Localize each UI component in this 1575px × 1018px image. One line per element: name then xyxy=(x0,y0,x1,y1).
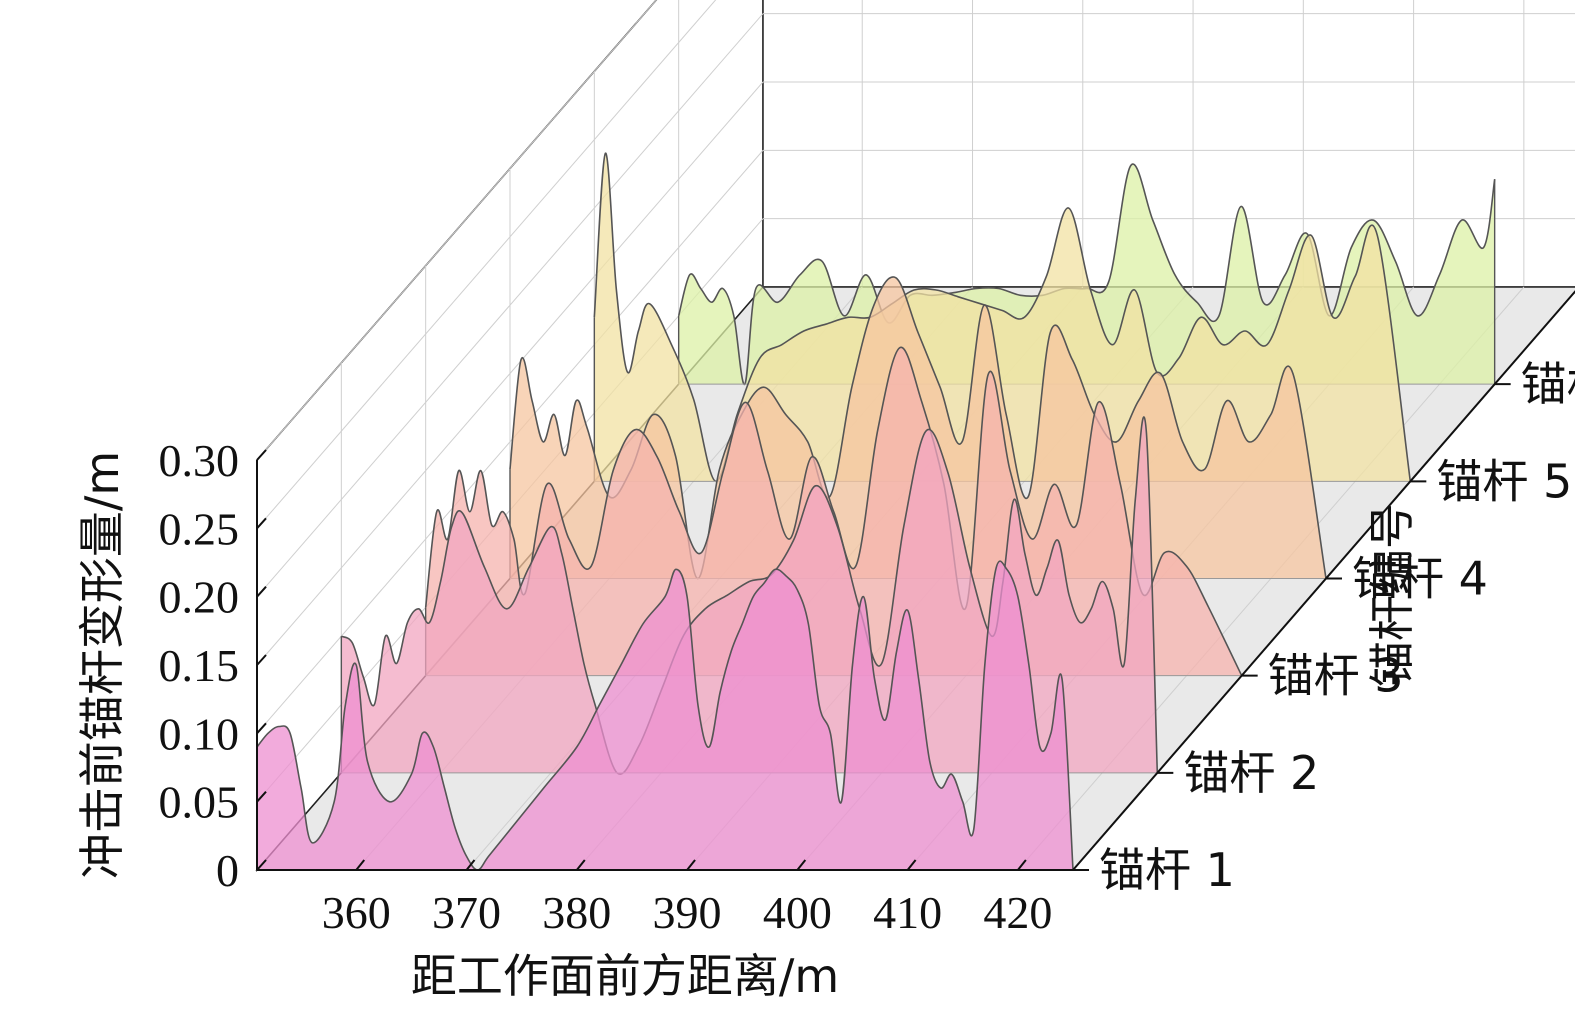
series-line-2 xyxy=(340,416,1159,775)
y-tick-label: 0.25 xyxy=(159,503,240,554)
x-tick-label: 370 xyxy=(432,887,501,938)
x-tick-label: 400 xyxy=(763,887,832,938)
series-area-5 xyxy=(594,153,1411,482)
x-tick-label: 380 xyxy=(542,887,611,938)
x-tick xyxy=(355,859,366,871)
series-label-1: 锚杆 1 xyxy=(1099,843,1235,897)
y-tick-label: 0.15 xyxy=(159,640,240,691)
text-group: 距工作面前方距离/m 冲击前锚杆变形量/m 锚杆编号 0 0.05 0.10 0.15… xyxy=(75,357,1575,1003)
series-label-2: 锚杆 2 xyxy=(1183,746,1319,800)
series-group xyxy=(256,152,1496,871)
series-label-5: 锚杆 5 xyxy=(1436,454,1572,508)
x-tick xyxy=(796,859,807,871)
series-line-3 xyxy=(424,346,1243,677)
y-tick-label: 0.10 xyxy=(159,708,240,759)
x-tick-label: 420 xyxy=(983,887,1052,938)
series-line-4 xyxy=(509,276,1327,580)
x-tick-label: 410 xyxy=(873,887,942,938)
y-tick xyxy=(256,654,267,666)
y-tick xyxy=(256,722,267,735)
x-axis-title: 距工作面前方距离/m xyxy=(411,949,839,1003)
y-tick xyxy=(256,449,267,461)
series-label-4: 锚杆 4 xyxy=(1352,552,1488,606)
x-tick-label: 390 xyxy=(653,887,722,938)
y-tick xyxy=(256,859,267,871)
y-axis-title: 冲击前锚杆变形量/m xyxy=(75,451,129,879)
y-tick xyxy=(256,790,267,803)
axes-group xyxy=(256,290,1575,871)
x-tick xyxy=(465,859,476,871)
series-label-3: 锚杆 3 xyxy=(1268,649,1404,703)
y-tick xyxy=(256,585,267,598)
x-tick xyxy=(576,859,586,871)
x-tick xyxy=(686,859,696,871)
series-line-5 xyxy=(593,152,1412,483)
x-tick-label: 360 xyxy=(322,887,391,938)
y-tick-label: 0 xyxy=(216,845,239,896)
y-tick xyxy=(256,517,267,530)
series-area-2 xyxy=(341,416,1158,775)
z-axis-title: 锚杆编号 xyxy=(1365,503,1419,687)
x-tick xyxy=(906,859,917,871)
y-tick-label: 0.30 xyxy=(159,435,240,486)
x-tick xyxy=(1017,859,1027,871)
y-tick-label: 0.05 xyxy=(159,777,240,828)
y-tick-label: 0.20 xyxy=(159,572,240,623)
series-label-6: 锚杆 6 xyxy=(1521,357,1575,411)
series-line-1 xyxy=(256,560,1074,871)
